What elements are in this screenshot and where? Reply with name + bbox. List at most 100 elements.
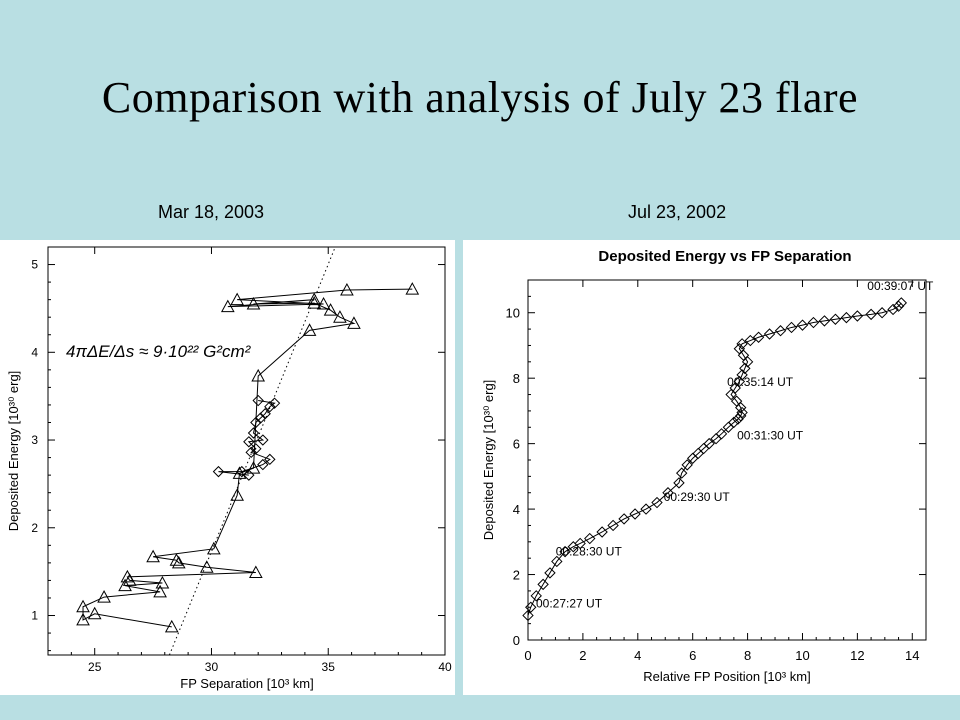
y-axis-label: Deposited Energy [10³⁰ erg] xyxy=(481,380,496,541)
x-axis-label: FP Separation [10³ km] xyxy=(180,676,313,691)
diamond-marker xyxy=(796,319,809,331)
x-tick-label: 2 xyxy=(579,648,586,663)
diamond-marker xyxy=(763,328,776,340)
diamond-marker xyxy=(250,443,262,455)
triangle-marker xyxy=(246,461,261,474)
diamond-marker xyxy=(257,434,269,446)
x-tick-label: 0 xyxy=(524,648,531,663)
diamond-marker xyxy=(243,469,255,481)
triangle-marker xyxy=(246,296,261,310)
triangle-marker xyxy=(220,299,235,313)
triangle-marker xyxy=(118,578,132,592)
diamond-marker xyxy=(522,609,534,622)
y-tick-label: 0 xyxy=(513,633,520,648)
diamond-marker xyxy=(673,477,685,489)
x-tick-label: 10 xyxy=(795,648,809,663)
triangle-marker xyxy=(206,541,221,555)
triangle-marker xyxy=(199,560,214,573)
y-axis-label: Deposited Energy [10³⁰ erg] xyxy=(6,371,21,532)
diamond-marker xyxy=(525,601,537,613)
diamond-marker xyxy=(640,503,652,515)
triangle-marker xyxy=(155,576,170,589)
diamond-marker xyxy=(250,416,262,429)
triangle-marker xyxy=(169,553,184,566)
x-tick-label: 35 xyxy=(322,660,336,674)
diamond-marker xyxy=(268,397,281,409)
diamond-marker xyxy=(876,307,888,319)
slide-title: Comparison with analysis of July 23 flar… xyxy=(101,73,859,122)
diamond-marker xyxy=(736,338,748,350)
triangle-marker xyxy=(164,619,179,633)
diamond-marker xyxy=(252,394,264,407)
triangle-marker xyxy=(323,303,338,316)
triangle-marker xyxy=(76,599,90,613)
time-annotation: 00:35:14 UT xyxy=(727,375,794,389)
y-tick-label: 5 xyxy=(31,258,38,272)
diamond-marker xyxy=(752,331,765,343)
y-tick-label: 4 xyxy=(513,502,520,517)
equation-annotation: 4πΔE/Δs ≈ 9·10²² G²cm² xyxy=(66,342,252,361)
y-tick-label: 2 xyxy=(31,521,38,535)
diamond-marker xyxy=(618,513,630,525)
diamond-marker xyxy=(264,453,276,466)
triangle-marker xyxy=(340,282,354,296)
time-annotation: 00:39:07 UT xyxy=(867,279,934,293)
right-panel-date-label: Jul 23, 2002 xyxy=(628,202,727,222)
diamond-marker xyxy=(236,465,248,478)
jul-23-energy-chart: Deposited Energy vs FP Separation 0 2 4 6 8 10… xyxy=(481,248,934,684)
time-annotation: 00:29:30 UT xyxy=(664,490,731,504)
y-tick-label: 2 xyxy=(513,568,520,583)
diamond-marker xyxy=(247,427,260,439)
triangle-marker xyxy=(248,565,263,579)
right-chart-panel: Deposited Energy vs FP Separation 0 2 4 6 8 10… xyxy=(463,240,960,695)
diamond-marker xyxy=(840,311,853,324)
diamond-marker xyxy=(715,428,728,440)
diamond-marker xyxy=(245,446,257,459)
triangle-marker xyxy=(333,310,347,323)
time-annotation: 00:31:30 UT xyxy=(737,429,804,443)
x-axis-label: Relative FP Position [10³ km] xyxy=(643,669,810,684)
diamond-marker xyxy=(257,458,269,471)
diamond-marker xyxy=(851,310,864,322)
plot-frame xyxy=(527,279,927,641)
diamond-marker xyxy=(895,297,908,309)
triangle-marker xyxy=(87,606,102,620)
series-line-diamond xyxy=(527,302,902,616)
x-tick-label: 25 xyxy=(88,660,102,674)
triangle-marker xyxy=(232,466,247,479)
triangle-marker xyxy=(146,549,160,563)
diamond-marker xyxy=(785,321,798,334)
diamond-marker xyxy=(818,315,831,327)
diamond-marker xyxy=(574,537,586,550)
triangle-marker xyxy=(405,282,420,295)
diamond-marker xyxy=(559,545,571,558)
diamond-marker xyxy=(681,459,693,471)
x-tick-label: 14 xyxy=(905,648,919,663)
diamond-marker xyxy=(662,487,674,499)
triangle-marker xyxy=(307,296,322,309)
series-line-diamond xyxy=(218,400,276,476)
diamond-marker xyxy=(728,416,740,429)
y-tick-label: 4 xyxy=(31,345,38,359)
diamond-marker xyxy=(530,590,542,602)
diamond-marker xyxy=(730,395,743,407)
triangle-marker xyxy=(251,368,266,382)
triangle-marker xyxy=(76,612,90,626)
diamond-marker xyxy=(537,578,549,591)
triangle-marker xyxy=(122,573,137,586)
triangle-marker xyxy=(230,292,245,306)
diamond-marker xyxy=(584,532,596,545)
diamond-marker xyxy=(735,410,747,422)
diamond-marker xyxy=(651,496,663,509)
chart-title: Deposited Energy vs FP Separation xyxy=(598,248,851,265)
x-tick-label: 4 xyxy=(634,648,641,663)
diamond-marker xyxy=(596,526,608,538)
diamond-marker xyxy=(829,313,842,325)
left-chart-panel: 25 30 35 40 1 2 3 4 5 FP Separation [10³ km] Depos… xyxy=(0,240,455,695)
triangle-marker xyxy=(316,296,331,310)
time-annotation: 00:27:27 UT xyxy=(536,596,603,610)
diamond-marker xyxy=(264,400,276,413)
left-panel-date-label: Mar 18, 2003 xyxy=(158,202,265,222)
diamond-marker xyxy=(744,334,757,347)
diamond-marker xyxy=(676,467,688,479)
